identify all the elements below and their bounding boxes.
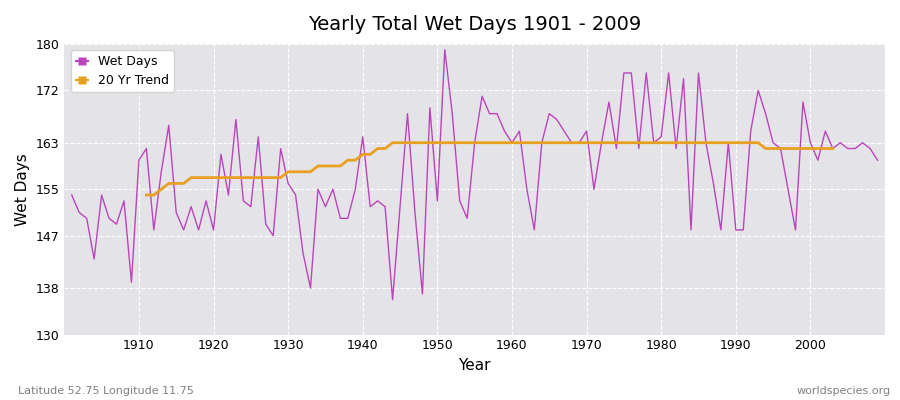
X-axis label: Year: Year [458, 358, 491, 373]
Y-axis label: Wet Days: Wet Days [15, 153, 30, 226]
Text: worldspecies.org: worldspecies.org [796, 386, 891, 396]
Title: Yearly Total Wet Days 1901 - 2009: Yearly Total Wet Days 1901 - 2009 [308, 15, 642, 34]
Legend: Wet Days, 20 Yr Trend: Wet Days, 20 Yr Trend [70, 50, 174, 92]
Text: Latitude 52.75 Longitude 11.75: Latitude 52.75 Longitude 11.75 [18, 386, 194, 396]
